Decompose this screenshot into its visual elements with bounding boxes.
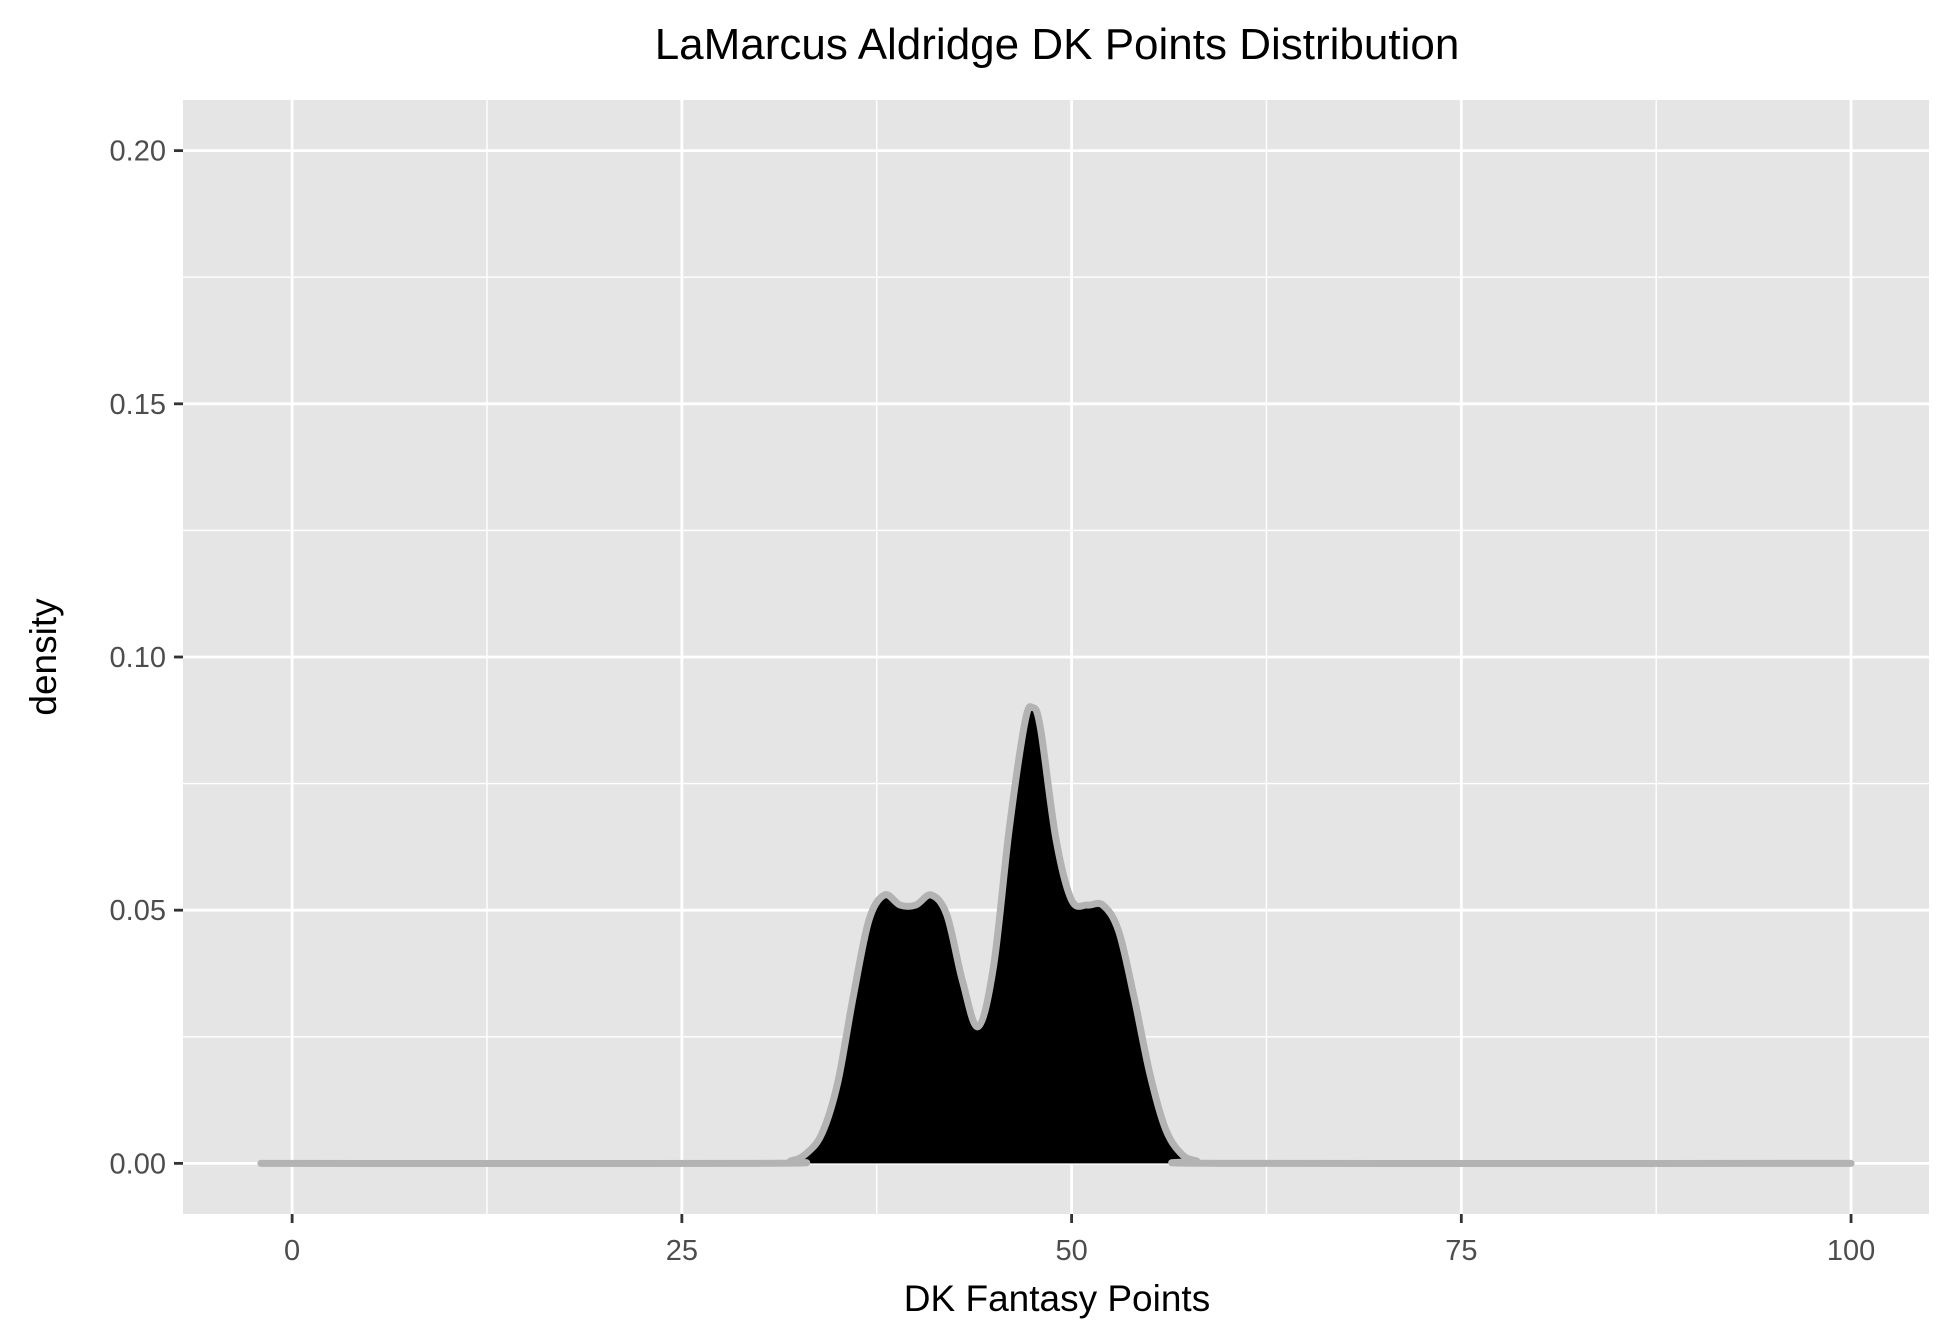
x-tick-label: 100: [1827, 1235, 1875, 1267]
x-tick-label: 0: [284, 1235, 300, 1267]
density-layer: [257, 703, 1855, 1168]
density-outline: [257, 703, 1855, 1168]
x-tick-label: 25: [666, 1235, 698, 1267]
x-axis-title: DK Fantasy Points: [904, 1278, 1210, 1319]
y-tick-label: 0.10: [110, 642, 166, 674]
y-tick-label: 0.15: [110, 389, 166, 421]
y-tick-label: 0.00: [110, 1148, 166, 1180]
y-tick-label: 0.05: [110, 895, 166, 927]
y-axis-title: density: [23, 598, 64, 716]
density-area: [260, 706, 1852, 1164]
y-tick-label: 0.20: [110, 136, 166, 168]
y-axis: 0.00 0.05 0.10 0.15 0.20: [110, 136, 183, 1180]
x-tick-label: 50: [1055, 1235, 1087, 1267]
x-axis: 0 25 50 75 100: [284, 1214, 1875, 1267]
x-tick-label: 75: [1445, 1235, 1477, 1267]
chart-title: LaMarcus Aldridge DK Points Distribution: [655, 20, 1460, 69]
